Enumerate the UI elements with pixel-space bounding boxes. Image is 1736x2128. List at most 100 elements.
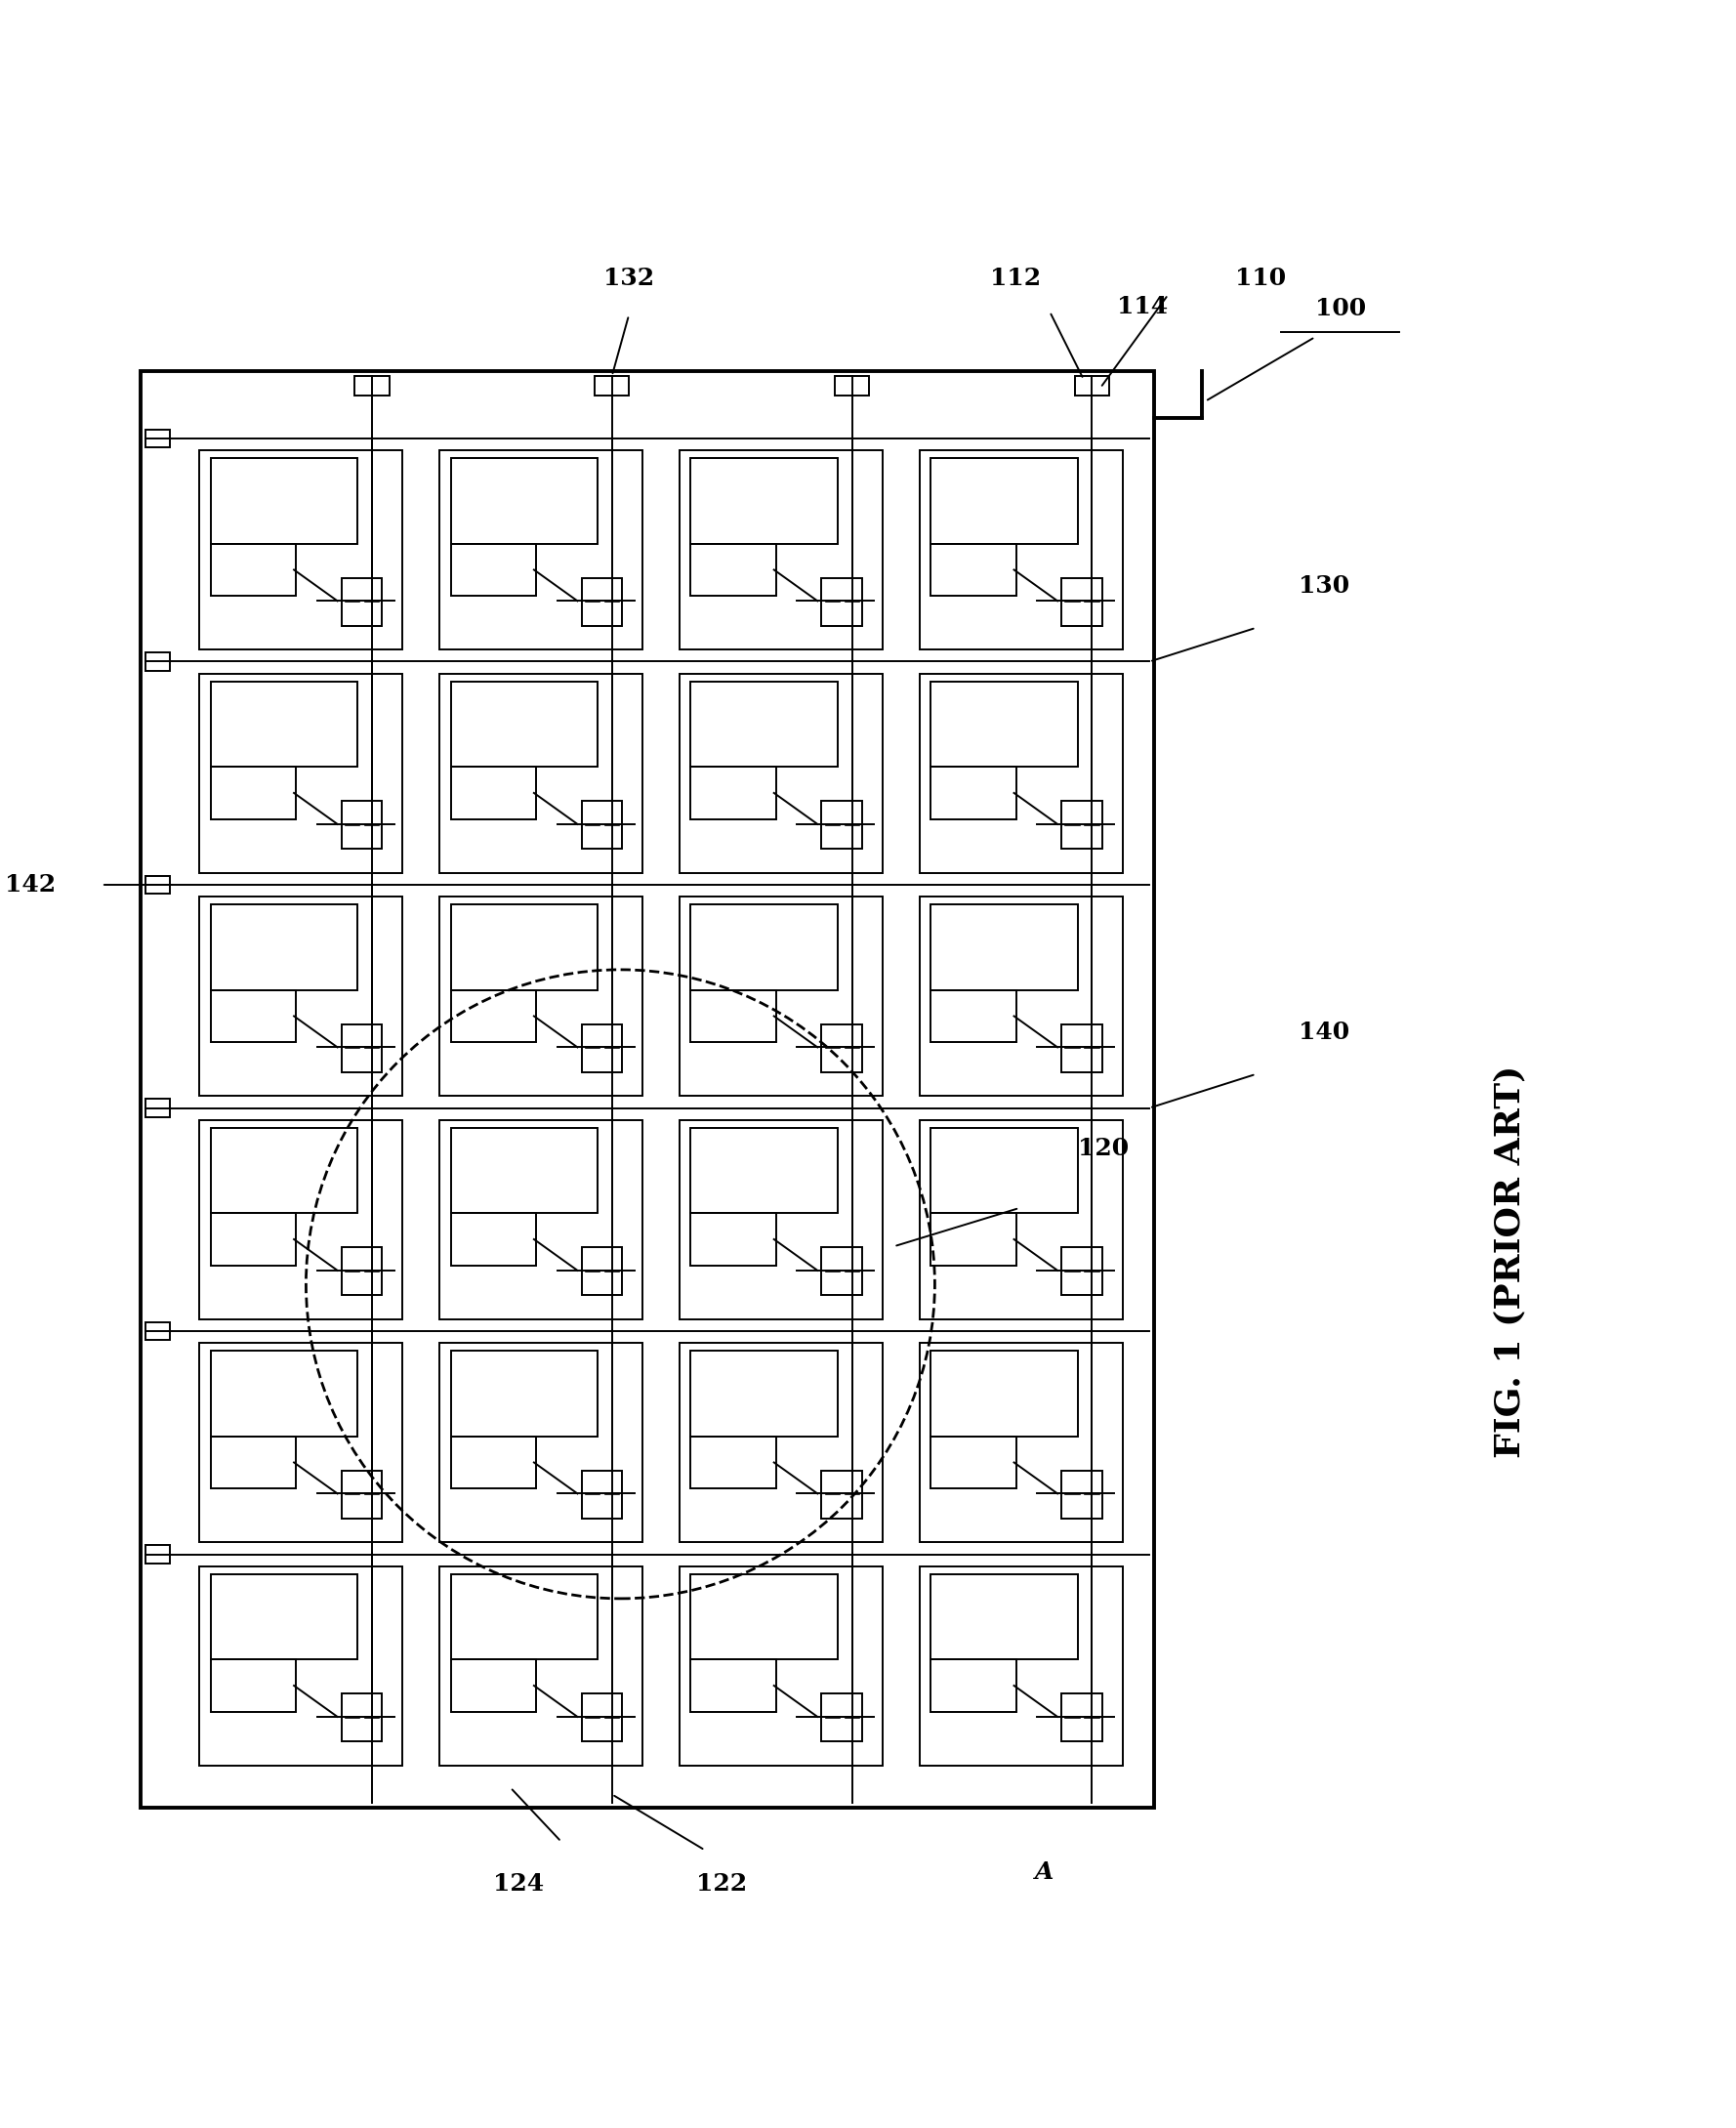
Bar — [821, 1470, 863, 1519]
Bar — [582, 579, 621, 626]
Bar — [210, 458, 358, 543]
Bar — [439, 1343, 642, 1543]
Text: 120: 120 — [1078, 1136, 1130, 1160]
Bar — [930, 904, 1078, 990]
Text: A: A — [1035, 1860, 1054, 1883]
Bar — [679, 896, 882, 1096]
Bar — [451, 1128, 597, 1213]
Bar — [210, 543, 295, 596]
Bar — [821, 1247, 863, 1296]
Bar — [342, 1247, 382, 1296]
Bar — [451, 543, 536, 596]
Bar — [200, 896, 403, 1096]
Bar — [930, 543, 1016, 596]
Bar — [1062, 1024, 1102, 1073]
Bar — [200, 1566, 403, 1766]
Bar — [342, 1470, 382, 1519]
Bar — [691, 1660, 776, 1711]
Bar — [930, 1575, 1078, 1660]
Bar — [930, 1128, 1078, 1213]
Text: 130: 130 — [1299, 575, 1349, 598]
Bar — [821, 1694, 863, 1741]
Bar — [691, 1213, 776, 1266]
Bar — [920, 672, 1123, 872]
Bar — [691, 904, 838, 990]
Bar — [930, 1351, 1078, 1436]
Bar — [582, 1470, 621, 1519]
Bar — [439, 896, 642, 1096]
Bar — [200, 672, 403, 872]
Bar — [200, 1343, 403, 1543]
Bar — [354, 377, 389, 396]
Bar — [582, 1024, 621, 1073]
Bar — [691, 1575, 838, 1660]
Bar — [451, 1575, 597, 1660]
Bar — [691, 681, 838, 766]
Bar — [1062, 1247, 1102, 1296]
Bar — [920, 896, 1123, 1096]
Bar — [439, 1119, 642, 1319]
Bar — [451, 1351, 597, 1436]
Bar — [342, 1694, 382, 1741]
Bar — [141, 370, 1154, 1809]
Bar — [679, 1566, 882, 1766]
Bar — [821, 800, 863, 849]
Bar — [691, 766, 776, 819]
Bar — [439, 451, 642, 649]
Bar — [835, 377, 870, 396]
Bar — [210, 1660, 295, 1711]
Bar — [210, 1575, 358, 1660]
Bar — [210, 1351, 358, 1436]
Text: 122: 122 — [696, 1873, 746, 1896]
Bar — [691, 458, 838, 543]
Bar — [1062, 1694, 1102, 1741]
Bar — [342, 579, 382, 626]
Bar — [342, 800, 382, 849]
Text: 142: 142 — [5, 872, 56, 896]
Bar — [210, 990, 295, 1043]
Bar — [930, 681, 1078, 766]
Bar — [210, 904, 358, 990]
Text: 114: 114 — [1118, 296, 1168, 319]
Text: 110: 110 — [1236, 266, 1286, 289]
Bar — [930, 1213, 1016, 1266]
Bar — [679, 672, 882, 872]
Bar — [451, 904, 597, 990]
Text: 100: 100 — [1314, 296, 1366, 319]
Bar — [1062, 800, 1102, 849]
Bar — [146, 1098, 170, 1117]
Bar — [342, 1024, 382, 1073]
Bar — [210, 1436, 295, 1490]
Bar — [1062, 579, 1102, 626]
Text: 124: 124 — [493, 1873, 545, 1896]
Bar — [821, 579, 863, 626]
Bar — [146, 653, 170, 670]
Bar — [451, 990, 536, 1043]
Bar — [1075, 377, 1109, 396]
Bar — [451, 681, 597, 766]
Bar — [146, 877, 170, 894]
Bar — [691, 1351, 838, 1436]
Bar — [210, 1213, 295, 1266]
Bar — [451, 766, 536, 819]
Bar — [920, 1343, 1123, 1543]
Bar — [920, 451, 1123, 649]
Bar — [200, 1119, 403, 1319]
Bar — [930, 1436, 1016, 1490]
Bar — [920, 1566, 1123, 1766]
Bar — [679, 451, 882, 649]
Bar — [146, 1321, 170, 1341]
Text: 112: 112 — [991, 266, 1042, 289]
Bar — [451, 458, 597, 543]
Bar — [930, 766, 1016, 819]
Bar — [451, 1436, 536, 1490]
Bar — [210, 1128, 358, 1213]
Bar — [691, 1128, 838, 1213]
Bar — [582, 1694, 621, 1741]
Text: FIG. 1 (PRIOR ART): FIG. 1 (PRIOR ART) — [1493, 1066, 1526, 1458]
Bar — [920, 1119, 1123, 1319]
Bar — [451, 1660, 536, 1711]
Bar — [930, 1660, 1016, 1711]
Bar — [200, 451, 403, 649]
Bar — [691, 990, 776, 1043]
